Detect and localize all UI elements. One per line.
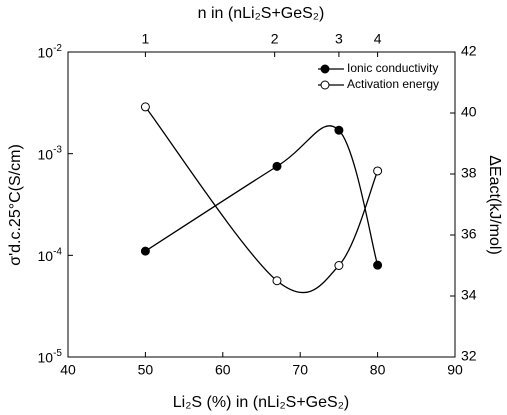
- x2-tick-label: 2: [271, 31, 279, 47]
- y2-axis-title: ΔEact(kJ/mol): [486, 155, 503, 255]
- y-axis-title: σ'd.c.25°C(S/cm): [7, 144, 24, 266]
- data-point: [140, 246, 150, 256]
- y2-tick-label: 36: [461, 226, 477, 242]
- y2-tick-label: 34: [461, 287, 477, 303]
- series-curve: [144, 106, 379, 294]
- y2-tick-label: 40: [461, 104, 477, 120]
- x-tick-label: 70: [292, 362, 308, 378]
- x2-axis-title: n in (nLi₂S+GeS₂): [198, 5, 325, 22]
- x-tick-label: 40: [60, 362, 76, 378]
- y2-tick-label: 32: [461, 348, 477, 364]
- plot-frame: [67, 51, 456, 358]
- y-tick-label: 10-4: [38, 246, 63, 264]
- data-point: [373, 260, 383, 270]
- x-axis-title: Li₂S (%) in (nLi₂S+GeS₂): [173, 394, 349, 411]
- y2-tick-label: 38: [461, 165, 477, 181]
- data-point: [334, 125, 344, 135]
- data-point: [334, 261, 344, 270]
- data-point: [140, 102, 150, 112]
- legend-label: Ionic conductivity: [347, 61, 438, 75]
- y2-tick-label: 42: [461, 43, 477, 59]
- data-point: [272, 276, 282, 286]
- x-tick-label: 90: [447, 362, 463, 378]
- legend-marker: [320, 80, 330, 90]
- x-tick-label: 80: [370, 362, 386, 378]
- x-tick-label: 60: [215, 362, 231, 378]
- data-point: [373, 166, 383, 176]
- data-point: [272, 161, 282, 171]
- legend-label: Activation energy: [347, 77, 439, 91]
- legend-marker: [320, 64, 330, 74]
- y-tick-label: 10-5: [38, 348, 63, 366]
- y-tick-label: 10-2: [38, 43, 63, 61]
- x2-tick-label: 1: [142, 31, 150, 47]
- series-curve: [145, 125, 379, 266]
- x2-tick-label: 3: [335, 31, 343, 47]
- x2-tick-label: 4: [374, 31, 382, 47]
- x-tick-label: 50: [138, 362, 154, 378]
- y-tick-label: 10-3: [38, 144, 63, 162]
